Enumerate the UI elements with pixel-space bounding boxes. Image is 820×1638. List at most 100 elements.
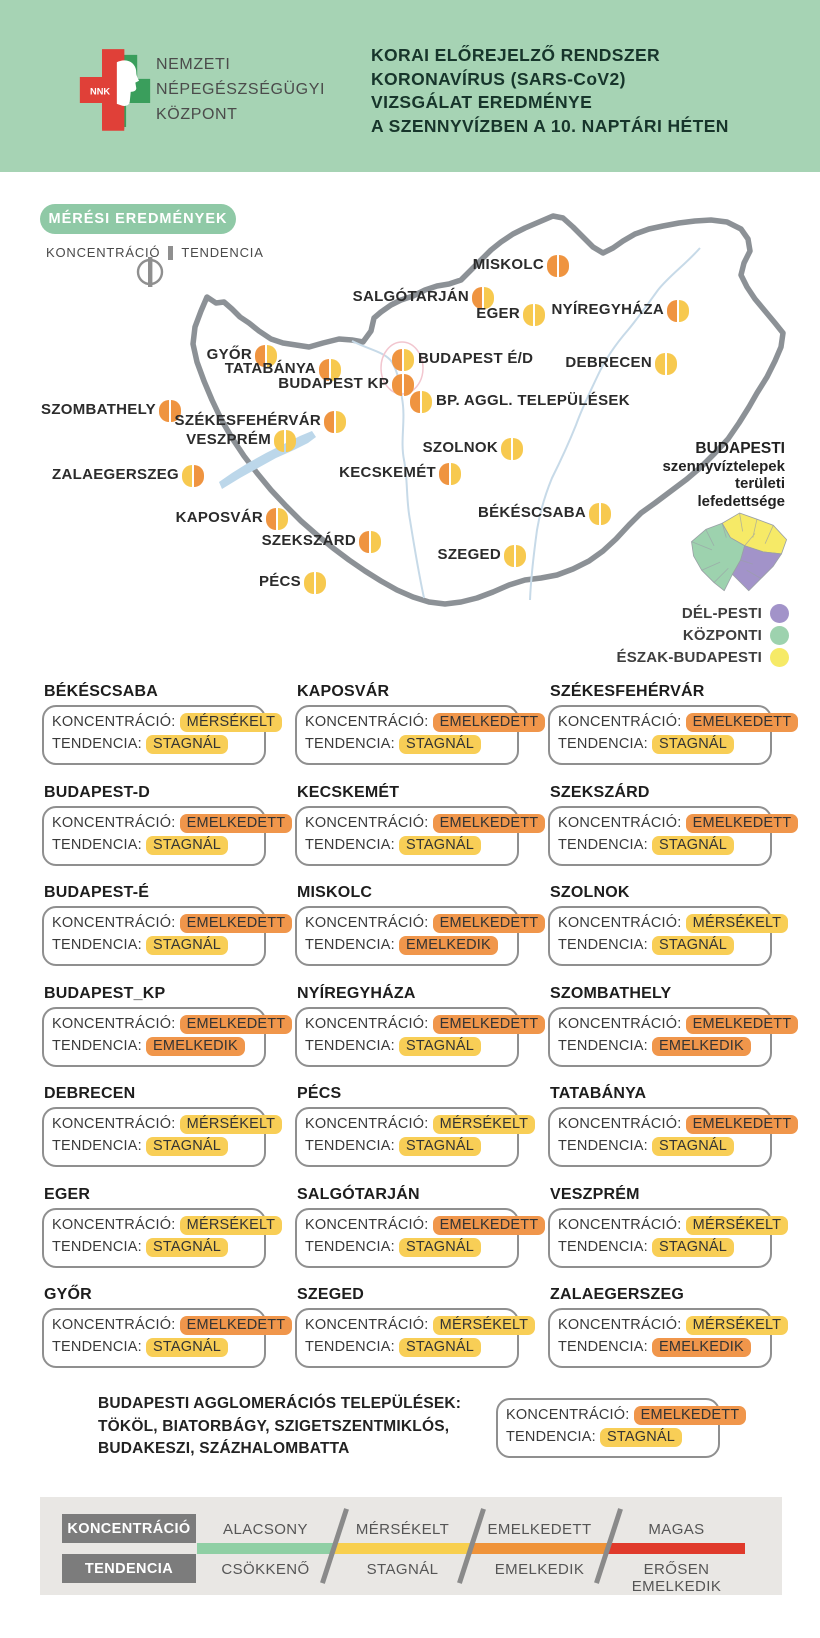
inset-legend-row: KÖZPONTI [616,624,789,646]
tendencia-value-chip: EMELKEDIK [399,936,498,955]
koncentracio-label: KONCENTRÁCIÓ: [305,1116,433,1132]
city-card-block: SZOMBATHELY KONCENTRÁCIÓ: EMELKEDETT TEN… [548,985,799,1067]
tendencia-line: TENDENCIA: STAGNÁL [52,735,256,754]
koncentracio-value-chip: EMELKEDETT [432,914,546,933]
city-card-block: BUDAPEST-D KONCENTRÁCIÓ: EMELKEDETT TEND… [42,784,293,866]
tendencia-value-chip: STAGNÁL [399,1137,482,1156]
text-line: lefedettsége [697,492,785,510]
city-card-title: SZEKSZÁRD [550,784,650,801]
legend-konc-levels: ALACSONY MÉRSÉKELT EMELKEDETT MAGAS [197,1521,745,1538]
inset-legend-label: DÉL-PESTI [681,604,762,622]
tendencia-label: TENDENCIA: [305,1339,400,1355]
tendencia-line: TENDENCIA: STAGNÁL [558,1137,762,1156]
city-card-title: GYŐR [44,1286,92,1303]
koncentracio-line: KONCENTRÁCIÓ: EMELKEDETT [52,1316,293,1335]
tendencia-label: TENDENCIA: [52,1038,147,1054]
koncentracio-value-chip: EMELKEDETT [432,1015,546,1034]
koncentracio-line: KONCENTRÁCIÓ: EMELKEDETT [305,914,546,933]
city-card-block: NYÍREGYHÁZA KONCENTRÁCIÓ: EMELKEDETT TEN… [295,985,546,1067]
koncentracio-value-chip: EMELKEDETT [633,1406,747,1425]
koncentracio-label: KONCENTRÁCIÓ: [305,1217,433,1233]
city-card-title: BÉKÉSCSABA [44,683,159,700]
city-card: KONCENTRÁCIÓ: EMELKEDETT TENDENCIA: STAG… [295,1208,546,1268]
koncentracio-line: KONCENTRÁCIÓ: EMELKEDETT [558,814,799,833]
tendencia-line: TENDENCIA: STAGNÁL [558,936,762,955]
tendencia-label: TENDENCIA: [558,837,653,853]
tendencia-label: TENDENCIA: [305,837,400,853]
koncentracio-label: KONCENTRÁCIÓ: [52,815,180,831]
koncentracio-label: KONCENTRÁCIÓ: [52,1016,180,1032]
tendencia-value-chip: EMELKEDIK [652,1037,751,1056]
tendencia-label: TENDENCIA: [52,937,147,953]
koncentracio-line: KONCENTRÁCIÓ: EMELKEDETT [305,1015,546,1034]
city-card: KONCENTRÁCIÓ: MÉRSÉKELT TENDENCIA: STAGN… [548,906,789,966]
text-line: BUDAKESZI, SZÁZHALOMBATTA [98,1440,350,1457]
page-title: KORAI ELŐREJELZŐ RENDSZER KORONAVÍRUS (SA… [371,44,729,138]
koncentracio-value-chip: EMELKEDETT [685,1115,799,1134]
inset-legend-label: ÉSZAK-BUDAPESTI [616,648,762,666]
city-card: KONCENTRÁCIÓ: MÉRSÉKELT TENDENCIA: STAGN… [295,1107,536,1167]
legend-level-label: MÉRSÉKELT [355,1521,450,1538]
city-card-block: ZALAEGERSZEG KONCENTRÁCIÓ: MÉRSÉKELT TEN… [548,1286,789,1368]
tendencia-label: TENDENCIA: [558,1138,653,1154]
legend-level-label: ALACSONY [223,1521,308,1538]
tendencia-label: TENDENCIA: [52,837,147,853]
city-card-title: BUDAPEST-D [44,784,151,801]
koncentracio-value-chip: EMELKEDETT [179,814,293,833]
city-card: KONCENTRÁCIÓ: EMELKEDETT TENDENCIA: EMEL… [295,906,546,966]
koncentracio-line: KONCENTRÁCIÓ: MÉRSÉKELT [305,1316,536,1335]
city-card-block: BÉKÉSCSABA KONCENTRÁCIÓ: MÉRSÉKELT TENDE… [42,683,283,765]
city-card-title: SZEGED [297,1286,364,1303]
koncentracio-line: KONCENTRÁCIÓ: EMELKEDETT [558,713,799,732]
legend-bar-segment [334,1543,471,1554]
city-card-block: SZÉKESFEHÉRVÁR KONCENTRÁCIÓ: EMELKEDETT … [548,683,799,765]
city-card-title: BUDAPEST_KP [44,985,166,1002]
koncentracio-line: KONCENTRÁCIÓ: EMELKEDETT [52,914,293,933]
tendencia-line: TENDENCIA: STAGNÁL [305,1338,509,1357]
city-card-title: NYÍREGYHÁZA [297,985,416,1002]
tendencia-line: TENDENCIA: STAGNÁL [305,836,509,855]
budapest-agglomeration-ring [380,341,424,395]
legend-level-label: EMELKEDETT [487,1521,592,1538]
city-card-block: GYŐR KONCENTRÁCIÓ: EMELKEDETT TENDENCIA:… [42,1286,293,1368]
koncentracio-value-chip: EMELKEDETT [432,713,546,732]
legend-level-label: CSÖKKENŐ [221,1561,310,1578]
tendencia-value-chip: STAGNÁL [146,1338,229,1357]
inset-legend-label: KÖZPONTI [682,626,762,644]
tendencia-line: TENDENCIA: STAGNÁL [506,1428,710,1447]
koncentracio-line: KONCENTRÁCIÓ: EMELKEDETT [305,1216,546,1235]
tendencia-label: TENDENCIA: [506,1429,601,1445]
city-card-block: DEBRECEN KONCENTRÁCIÓ: MÉRSÉKELT TENDENC… [42,1085,283,1167]
legend-tendencia-box: TENDENCIA [62,1554,196,1583]
koncentracio-value-chip: EMELKEDETT [179,1015,293,1034]
text-line: KORONAVÍRUS (SARS-CoV2) [371,68,626,89]
city-card-block: KONCENTRÁCIÓ: EMELKEDETT TENDENCIA: STAG… [496,1398,747,1458]
koncentracio-label: KONCENTRÁCIÓ: [52,1116,180,1132]
tendencia-value-chip: EMELKEDIK [652,1338,751,1357]
tendencia-label: TENDENCIA: [305,1239,400,1255]
city-card-title: SZOMBATHELY [550,985,672,1002]
tendencia-value-chip: STAGNÁL [146,1238,229,1257]
koncentracio-line: KONCENTRÁCIÓ: EMELKEDETT [305,814,546,833]
text-line: KORAI ELŐREJELZŐ RENDSZER [371,45,661,65]
map-key: KONCENTRÁCIÓ TENDENCIA [46,245,264,260]
inset-legend-swatch [770,625,789,645]
text-line: VIZSGÁLAT EREDMÉNYE [371,92,593,112]
tendencia-line: TENDENCIA: STAGNÁL [305,1137,509,1156]
koncentracio-value-chip: MÉRSÉKELT [179,713,283,732]
nnk-logo: NNK [79,49,151,131]
koncentracio-value-chip: MÉRSÉKELT [685,1316,789,1335]
city-card: KONCENTRÁCIÓ: MÉRSÉKELT TENDENCIA: EMELK… [548,1308,789,1368]
tendencia-value-chip: STAGNÁL [146,735,229,754]
city-card-block: SZEGED KONCENTRÁCIÓ: MÉRSÉKELT TENDENCIA… [295,1286,536,1368]
tendencia-value-chip: EMELKEDIK [146,1037,245,1056]
koncentracio-value-chip: MÉRSÉKELT [179,1115,283,1134]
tendencia-value-chip: STAGNÁL [652,735,735,754]
danube-river [351,340,425,599]
tendencia-value-chip: STAGNÁL [146,1137,229,1156]
key-tendencia-label: TENDENCIA [181,245,264,260]
city-card: KONCENTRÁCIÓ: MÉRSÉKELT TENDENCIA: STAGN… [42,1107,283,1167]
text-line: BUDAPESTI AGGLOMERÁCIÓS TELEPÜLÉSEK: [98,1395,462,1412]
koncentracio-line: KONCENTRÁCIÓ: EMELKEDETT [506,1406,747,1425]
